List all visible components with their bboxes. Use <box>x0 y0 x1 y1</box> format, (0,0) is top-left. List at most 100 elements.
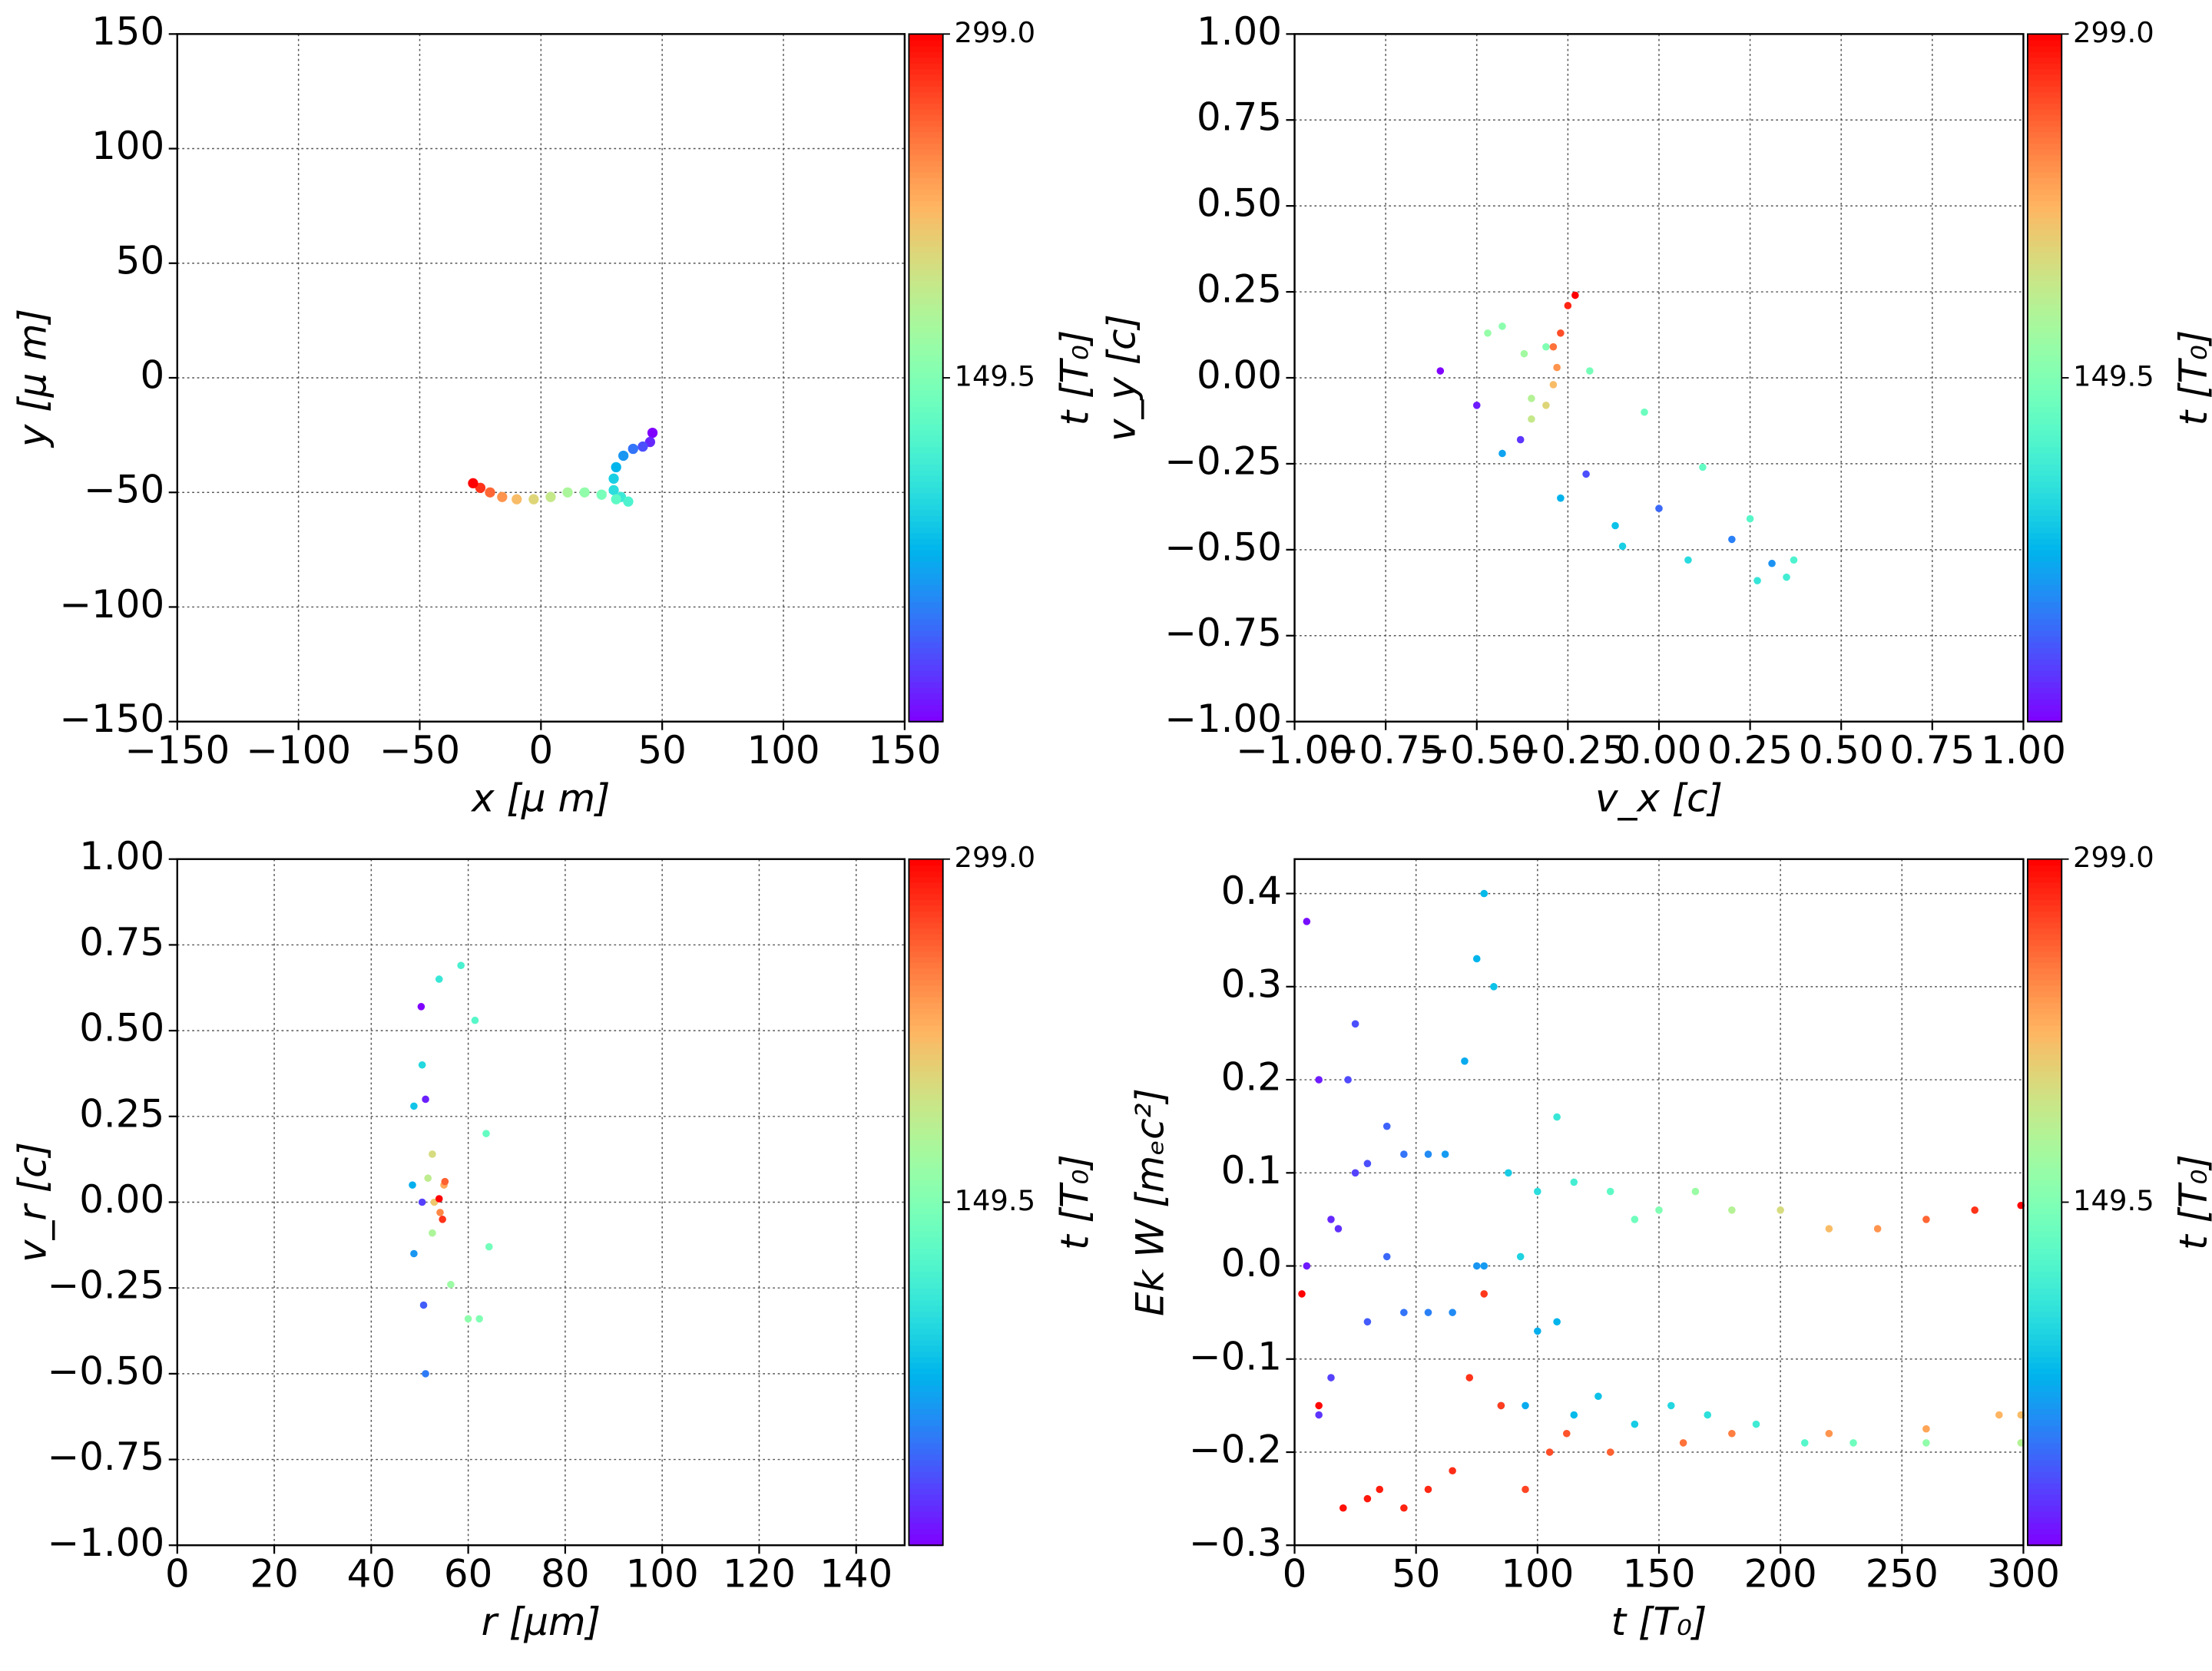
point <box>1351 1169 1359 1177</box>
y-tick-label: −150 <box>59 697 164 741</box>
colorbar-strip <box>909 1522 943 1530</box>
colorbar-strip <box>909 377 943 385</box>
colorbar-strip <box>2027 165 2062 173</box>
colorbar-strip <box>909 1465 943 1472</box>
point <box>441 1177 449 1186</box>
colorbar-strip <box>2027 1328 2062 1335</box>
colorbar-strip <box>909 870 943 878</box>
point <box>611 494 621 505</box>
colorbar-strip <box>909 1402 943 1409</box>
colorbar-strip <box>909 320 943 327</box>
colorbar-label: t [T₀] <box>1053 1154 1098 1250</box>
colorbar-strip <box>2027 154 2062 161</box>
colorbar-strip <box>909 905 943 912</box>
point <box>1631 1216 1639 1223</box>
point <box>1922 1216 1930 1223</box>
point <box>1382 1122 1391 1130</box>
colorbar-strip <box>2027 137 2062 144</box>
colorbar-tick-label: 299.0 <box>954 16 1035 49</box>
colorbar-strip <box>2027 217 2062 224</box>
colorbar-strip <box>2027 269 2062 276</box>
y-tick-label: 0.50 <box>79 1006 164 1051</box>
colorbar-strip <box>909 1345 943 1352</box>
colorbar-strip <box>909 916 943 923</box>
colorbar-strip <box>909 102 943 110</box>
colorbar-strip <box>909 68 943 75</box>
point <box>1334 1225 1343 1233</box>
colorbar-strip <box>909 418 943 425</box>
colorbar-strip <box>909 865 943 872</box>
colorbar-strip <box>909 1517 943 1524</box>
point <box>497 491 508 502</box>
colorbar-strip <box>909 389 943 396</box>
y-tick-label: 0.4 <box>1221 869 1282 913</box>
y-tick-label: 1.00 <box>79 834 164 879</box>
colorbar-tick-label: 149.5 <box>954 1184 1035 1217</box>
colorbar-strip <box>909 1190 943 1198</box>
point <box>422 1095 429 1104</box>
point <box>1376 1485 1384 1494</box>
axes-frame <box>1293 858 2025 1547</box>
y-tick-label: −0.75 <box>1164 610 1282 655</box>
point <box>1873 1225 1882 1233</box>
colorbar-strip <box>2027 206 2062 213</box>
colorbar-strip <box>2027 905 2062 912</box>
colorbar-strip <box>909 590 943 597</box>
point <box>1327 1216 1335 1223</box>
colorbar-strip <box>2027 704 2062 711</box>
colorbar-strip <box>2027 601 2062 608</box>
colorbar-strip <box>909 1122 943 1129</box>
colorbar-strip <box>909 1293 943 1301</box>
point <box>1570 1178 1578 1186</box>
colorbar-strip <box>909 1487 943 1495</box>
point <box>1522 1485 1529 1494</box>
colorbar-strip <box>2027 584 2062 591</box>
colorbar-strip <box>909 85 943 93</box>
point <box>1505 1169 1512 1177</box>
colorbar-strip <box>2027 125 2062 133</box>
point <box>1490 983 1498 991</box>
colorbar-strip <box>909 532 943 540</box>
colorbar-strip <box>2027 681 2062 689</box>
point <box>464 1315 472 1323</box>
colorbar-strip <box>2027 45 2062 52</box>
point <box>628 443 638 455</box>
colorbar-strip <box>2027 1185 2062 1192</box>
colorbar-strip <box>909 429 943 436</box>
colorbar-strip <box>2027 1196 2062 1203</box>
colorbar-strip <box>909 314 943 322</box>
colorbar-strip <box>909 251 943 259</box>
point <box>1553 363 1561 372</box>
colorbar-strip <box>2027 532 2062 540</box>
colorbar-strip <box>2027 452 2062 459</box>
point <box>545 491 556 502</box>
colorbar-strip <box>909 1019 943 1026</box>
colorbar-strip <box>909 1236 943 1243</box>
point <box>1582 470 1590 478</box>
colorbar-strip <box>2027 509 2062 517</box>
x-tick-label: 100 <box>626 1551 699 1596</box>
colorbar-strip <box>2027 590 2062 597</box>
colorbar-strip <box>2027 160 2062 167</box>
point <box>1549 381 1558 389</box>
colorbar-strip <box>2027 1104 2062 1112</box>
colorbar-strip <box>909 1150 943 1158</box>
colorbar-strip <box>2027 1436 2062 1444</box>
colorbar-strip <box>2027 1396 2062 1404</box>
colorbar-strip <box>909 1379 943 1386</box>
colorbar-strip <box>2027 1110 2062 1117</box>
colorbar-strip <box>2027 1505 2062 1512</box>
point <box>447 1280 455 1289</box>
point <box>1542 402 1550 409</box>
colorbar-strip <box>909 1008 943 1014</box>
point <box>1557 329 1565 337</box>
colorbar-strip <box>909 91 943 98</box>
y-tick-label: 150 <box>91 9 164 54</box>
point <box>435 975 443 983</box>
colorbar-strip <box>2027 1459 2062 1467</box>
colorbar-strip <box>2027 950 2062 958</box>
colorbar-strip <box>2027 51 2062 58</box>
colorbar-strip <box>2027 1213 2062 1220</box>
colorbar-strip <box>2027 97 2062 104</box>
y-tick-label: 0.25 <box>1197 267 1282 312</box>
